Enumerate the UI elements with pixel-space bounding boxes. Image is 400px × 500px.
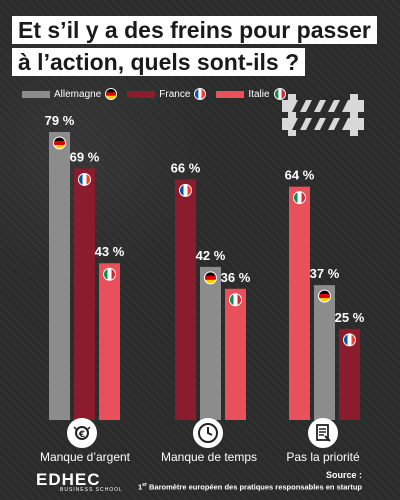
legend-label-italy: Italie <box>248 88 270 100</box>
source-ordinal-suffix: er <box>142 482 147 488</box>
legend-swatch-italy <box>216 90 245 98</box>
checklist-icon <box>308 418 338 448</box>
legend-label-germany: Allemagne <box>54 88 102 100</box>
legend-swatch-france <box>127 90 156 98</box>
bar-label-france-2: 25 % <box>335 310 365 325</box>
edhec-logo: EDHEC <box>36 470 101 489</box>
bar-label-italy-2: 64 % <box>285 168 315 183</box>
svg-text:€: € <box>78 430 85 440</box>
bar-france-0 <box>74 168 95 420</box>
bar-label-italy-1: 36 % <box>221 270 251 285</box>
category-label-money: Manque d’argent <box>39 450 131 464</box>
germany-flag-icon <box>318 289 331 303</box>
bar-label-italy-0: 43 % <box>95 244 125 259</box>
italy-flag-icon <box>273 88 286 100</box>
italy-flag-icon <box>293 191 306 205</box>
bar-label-germany-1: 42 % <box>196 248 226 263</box>
category-label-priority: Pas la priorité <box>286 450 360 464</box>
legend-item-italy: Italie <box>216 88 286 100</box>
barrier-fence-icon <box>282 94 364 136</box>
germany-flag-icon <box>204 271 217 285</box>
bar-label-germany-0: 79 % <box>45 113 75 128</box>
france-flag-icon <box>194 88 207 100</box>
bar-germany-2 <box>314 285 335 420</box>
title-line-1: Et s’il y a des freins pour passer <box>12 16 377 44</box>
source-ordinal: 1 <box>138 482 143 492</box>
bar-italy-2 <box>289 186 310 420</box>
legend-item-france: France <box>127 88 207 100</box>
source-body: Baromètre européen des pratiques respons… <box>146 482 362 492</box>
bar-france-1 <box>175 179 196 420</box>
france-flag-icon <box>179 183 192 197</box>
source-label: Source : <box>325 470 362 480</box>
bar-france-2 <box>339 328 360 420</box>
bar-italy-1 <box>225 288 246 420</box>
clock-icon <box>193 418 223 448</box>
title-line-2: à l’action, quels sont-ils ? <box>12 48 306 76</box>
italy-flag-icon <box>229 293 242 307</box>
france-flag-icon <box>78 172 91 186</box>
edhec-logo-subtitle: BUSINESS SCHOOL <box>60 487 123 493</box>
category-label-time: Manque de temps <box>160 450 258 464</box>
chart-title: Et s’il y a des freins pour passer à l’a… <box>12 16 382 80</box>
bar-label-france-1: 66 % <box>171 160 201 175</box>
germany-flag-icon <box>53 136 66 150</box>
bar-label-france-0: 69 % <box>70 149 100 164</box>
money-icon: € <box>67 418 97 448</box>
france-flag-icon <box>343 333 356 347</box>
legend-item-germany: Allemagne <box>22 88 118 100</box>
legend-swatch-germany <box>22 90 50 98</box>
legend-label-france: France <box>159 88 191 100</box>
bar-label-germany-2: 37 % <box>310 266 340 281</box>
source-text: 1er Baromètre européen des pratiques res… <box>138 482 362 492</box>
germany-flag-icon <box>105 88 118 100</box>
bar-italy-0 <box>99 263 120 420</box>
italy-flag-icon <box>103 267 116 281</box>
bar-germany-1 <box>200 266 221 420</box>
bar-germany-0 <box>49 132 70 420</box>
legend: Allemagne France Italie <box>22 86 286 102</box>
